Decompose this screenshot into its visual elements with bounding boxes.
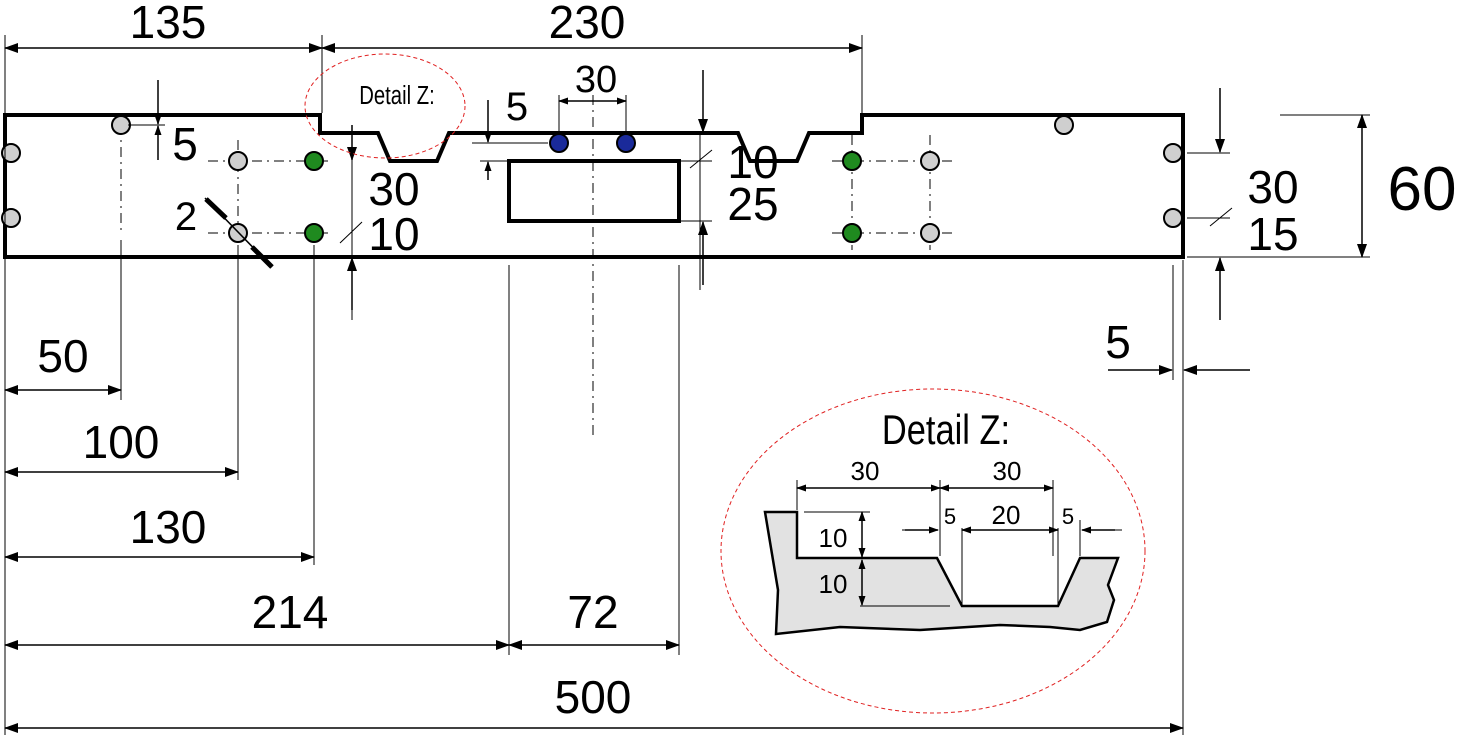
detail-dim-10b: 10 (819, 569, 848, 599)
detail-z-circle (720, 388, 1146, 714)
hole-grey (1163, 143, 1183, 163)
hole-grey (920, 223, 940, 243)
dim-right-15: 15 (1247, 208, 1298, 260)
dimension-lines (4, 43, 1367, 733)
dim-135: 135 (130, 0, 207, 48)
dim-height-60: 60 (1388, 155, 1457, 224)
dim-right-30: 30 (1247, 161, 1298, 213)
holes-blue (549, 133, 636, 153)
detail-z-marker-circle (304, 53, 466, 159)
hole-blue (549, 133, 569, 153)
hole-grey (111, 115, 131, 135)
dim-214: 214 (252, 586, 329, 638)
window-cutout (507, 159, 681, 223)
dim-50: 50 (37, 330, 88, 382)
detail-dim-30a: 30 (851, 456, 880, 486)
dim-window-10: 10 (727, 136, 778, 188)
center-lines (120, 95, 955, 440)
hole-grey (228, 151, 248, 171)
detail-z-small-label: Detail Z: (359, 81, 434, 110)
detail-z-large-label: Detail Z: (882, 407, 1010, 454)
hole-grey (1054, 115, 1074, 135)
dim-v30: 30 (368, 163, 419, 215)
detail-dim-5a: 5 (944, 504, 956, 529)
part-outline (3, 113, 1185, 259)
dim-right-5: 5 (1105, 316, 1131, 368)
dim-step-5: 5 (506, 85, 528, 129)
dim-diameter-2: 2 (175, 195, 197, 239)
hole-green (304, 151, 324, 171)
dim-130: 130 (130, 501, 207, 553)
dim-offset-5: 5 (172, 118, 198, 170)
dim-100: 100 (83, 416, 160, 468)
hole-grey (1163, 208, 1183, 228)
hole-green (842, 223, 862, 243)
hole-grey (1, 143, 21, 163)
dimension-labels: 135 230 30 5 5 2 30 10 10 25 30 15 60 5 … (37, 0, 1456, 723)
detail-dim-30b: 30 (993, 456, 1022, 486)
hole-grey (920, 151, 940, 171)
dim-v10: 10 (368, 208, 419, 260)
extension-lines (4, 35, 1370, 735)
dim-window-25: 25 (727, 178, 778, 230)
hole-green (304, 223, 324, 243)
detail-z-inset: Detail Z: 30 30 5 20 (720, 388, 1146, 714)
dim-500: 500 (555, 671, 632, 723)
holes-grey (1, 115, 1183, 243)
dim-slot-30: 30 (575, 59, 617, 101)
detail-dim-5b: 5 (1062, 504, 1074, 529)
detail-dim-10a: 10 (819, 523, 848, 553)
hole-grey (1, 208, 21, 228)
hole-green (842, 151, 862, 171)
leader-lines (204, 149, 1233, 269)
holes-green (304, 151, 862, 243)
detail-dim-20: 20 (992, 500, 1021, 530)
detail-profile (763, 510, 1120, 636)
hole-blue (616, 133, 636, 153)
dim-230: 230 (549, 0, 626, 48)
dim-72: 72 (567, 586, 618, 638)
